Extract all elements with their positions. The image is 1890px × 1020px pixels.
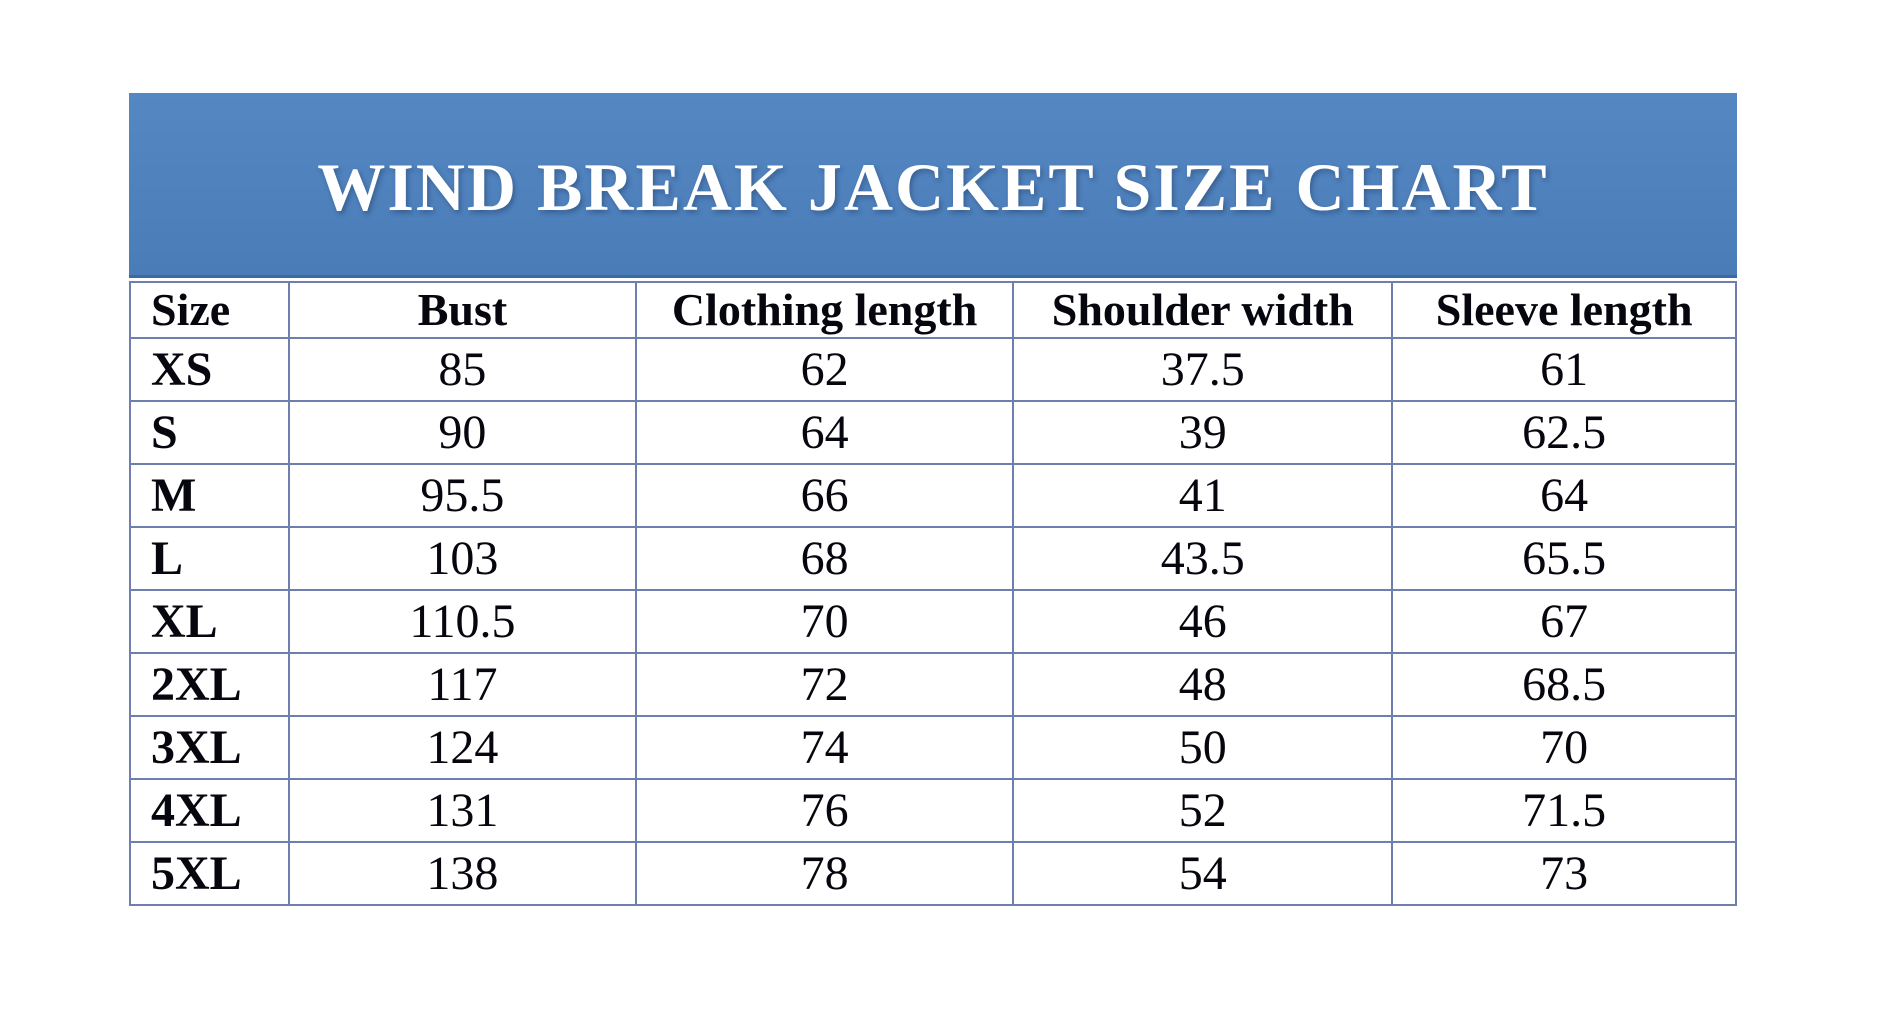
table-row-xs: XS 85 62 37.5 61 [129, 337, 1737, 402]
size-label-cell: XS [129, 337, 290, 402]
size-label-cell: M [129, 463, 290, 528]
size-label-cell: 5XL [129, 841, 290, 906]
size-label-cell: XL [129, 589, 290, 654]
value-cell: 61 [1391, 337, 1737, 402]
value-cell: 62.5 [1391, 400, 1737, 465]
column-header-clothing-length: Clothing length [634, 281, 1015, 339]
size-label-cell: 2XL [129, 652, 290, 717]
value-cell: 52 [1012, 778, 1394, 843]
value-cell: 78 [634, 841, 1015, 906]
value-cell: 90 [287, 400, 637, 465]
value-cell: 43.5 [1012, 526, 1394, 591]
value-cell: 39 [1012, 400, 1394, 465]
value-cell: 73 [1391, 841, 1737, 906]
value-cell: 85 [287, 337, 637, 402]
value-cell: 95.5 [287, 463, 637, 528]
value-cell: 54 [1012, 841, 1394, 906]
column-header-bust: Bust [287, 281, 637, 339]
table-row-m: M 95.5 66 41 64 [129, 463, 1737, 528]
column-header-size: Size [129, 281, 290, 339]
value-cell: 72 [634, 652, 1015, 717]
value-cell: 62 [634, 337, 1015, 402]
value-cell: 138 [287, 841, 637, 906]
value-cell: 76 [634, 778, 1015, 843]
table-row-3xl: 3XL 124 74 50 70 [129, 715, 1737, 780]
table-row-2xl: 2XL 117 72 48 68.5 [129, 652, 1737, 717]
value-cell: 64 [1391, 463, 1737, 528]
value-cell: 117 [287, 652, 637, 717]
size-label-cell: 3XL [129, 715, 290, 780]
value-cell: 70 [1391, 715, 1737, 780]
column-header-shoulder-width: Shoulder width [1012, 281, 1394, 339]
table-row-s: S 90 64 39 62.5 [129, 400, 1737, 465]
value-cell: 68 [634, 526, 1015, 591]
table-row-4xl: 4XL 131 76 52 71.5 [129, 778, 1737, 843]
value-cell: 131 [287, 778, 637, 843]
value-cell: 48 [1012, 652, 1394, 717]
table-row-l: L 103 68 43.5 65.5 [129, 526, 1737, 591]
value-cell: 103 [287, 526, 637, 591]
size-label-cell: S [129, 400, 290, 465]
value-cell: 68.5 [1391, 652, 1737, 717]
size-label-cell: 4XL [129, 778, 290, 843]
column-header-sleeve-length: Sleeve length [1391, 281, 1737, 339]
value-cell: 41 [1012, 463, 1394, 528]
value-cell: 110.5 [287, 589, 637, 654]
title-banner: WIND BREAK JACKET SIZE CHART [129, 93, 1737, 278]
value-cell: 65.5 [1391, 526, 1737, 591]
table-row-5xl: 5XL 138 78 54 73 [129, 841, 1737, 906]
value-cell: 70 [634, 589, 1015, 654]
value-cell: 66 [634, 463, 1015, 528]
value-cell: 50 [1012, 715, 1394, 780]
page-title: WIND BREAK JACKET SIZE CHART [317, 148, 1549, 225]
size-label-cell: L [129, 526, 290, 591]
value-cell: 37.5 [1012, 337, 1394, 402]
value-cell: 67 [1391, 589, 1737, 654]
value-cell: 124 [287, 715, 637, 780]
table-row-xl: XL 110.5 70 46 67 [129, 589, 1737, 654]
header-row: Size Bust Clothing length Shoulder width Sle… [129, 281, 1737, 339]
value-cell: 64 [634, 400, 1015, 465]
value-cell: 71.5 [1391, 778, 1737, 843]
value-cell: 74 [634, 715, 1015, 780]
size-chart-table: Size Bust Clothing length Shoulder width Sle… [129, 281, 1737, 906]
value-cell: 46 [1012, 589, 1394, 654]
